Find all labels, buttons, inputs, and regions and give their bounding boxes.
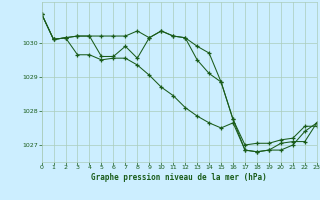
X-axis label: Graphe pression niveau de la mer (hPa): Graphe pression niveau de la mer (hPa) [91, 173, 267, 182]
